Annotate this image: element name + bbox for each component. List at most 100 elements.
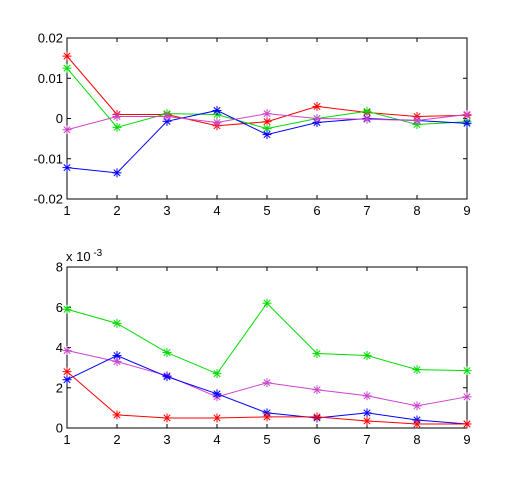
data-point-stroke [463, 367, 471, 375]
data-point-stroke [113, 351, 121, 360]
data-point-stroke [413, 420, 421, 428]
data-point-stroke [313, 386, 321, 394]
data-point [212, 389, 222, 399]
data-point [362, 416, 372, 426]
data-point-stroke [463, 420, 471, 428]
data-point [162, 348, 172, 358]
x-tick-label: 8 [413, 432, 420, 447]
data-point-stroke [113, 411, 121, 419]
data-point-stroke [463, 119, 471, 127]
data-point-stroke [363, 409, 371, 417]
y-tick-label: 0 [56, 421, 63, 436]
data-point-stroke [163, 348, 171, 357]
y-tick-label: 4 [56, 340, 63, 355]
data-point [462, 118, 472, 128]
data-point-stroke [63, 64, 71, 72]
data-point [262, 109, 272, 119]
data-point [162, 111, 172, 121]
data-point [462, 366, 472, 376]
data-point [362, 391, 372, 401]
x-tick-label: 3 [163, 432, 170, 447]
data-point [412, 365, 422, 375]
data-point [112, 351, 122, 361]
data-point [312, 385, 322, 395]
y-tick-label: 8 [56, 260, 63, 275]
data-point [462, 109, 472, 119]
data-point-stroke [363, 115, 371, 123]
data-point [312, 349, 322, 359]
data-point-stroke [363, 107, 371, 115]
data-point-stroke [263, 299, 271, 307]
x-tick-label: 8 [413, 203, 420, 218]
data-point-stroke [263, 131, 271, 139]
data-point [212, 413, 222, 423]
data-point [312, 101, 322, 111]
data-point [112, 410, 122, 420]
x-tick-label: 2 [113, 203, 120, 218]
data-point [312, 412, 322, 422]
x-tick-label: 2 [113, 432, 120, 447]
data-point [412, 401, 422, 411]
y-tick-label: 0.01 [38, 71, 63, 86]
data-point [262, 298, 272, 308]
data-point-stroke [413, 402, 421, 410]
data-point [62, 304, 72, 314]
y-axis-multiplier: x 10 -3 [66, 248, 103, 264]
data-point-stroke [63, 305, 71, 313]
data-point-stroke [463, 110, 471, 119]
data-point [212, 118, 222, 128]
y-tick-label: 0 [56, 111, 63, 126]
top-plot: 1 2 3 4 5 6 7 8 9 -0.02 -0.01 0 0.01 0.02 [33, 31, 472, 218]
x-tick-label: 7 [363, 432, 370, 447]
data-point [262, 412, 272, 422]
data-point-stroke [113, 123, 121, 131]
data-point-stroke [213, 390, 221, 398]
data-point-stroke [213, 106, 221, 115]
data-point-stroke [413, 116, 421, 125]
data-point-stroke [113, 169, 121, 177]
data-point-stroke [363, 351, 371, 360]
data-point [62, 63, 72, 73]
data-point-stroke [263, 125, 271, 133]
data-point [62, 125, 72, 135]
data-point [62, 346, 72, 356]
data-point [462, 392, 472, 402]
data-point-stroke [263, 379, 271, 387]
data-point-stroke [463, 393, 471, 401]
data-point [62, 375, 72, 385]
data-point [112, 168, 122, 178]
data-point-stroke [63, 376, 71, 384]
data-point-stroke [163, 112, 171, 121]
data-point [162, 413, 172, 423]
data-point-stroke [313, 349, 321, 358]
data-point-stroke [63, 368, 71, 376]
x-tick-label: 4 [213, 203, 220, 218]
y-tick-label: 0.02 [38, 31, 63, 46]
data-point [62, 163, 72, 173]
axes-frame [66, 266, 468, 429]
x-tick-label: 9 [463, 432, 470, 447]
data-point [112, 318, 122, 328]
data-point [362, 114, 372, 124]
x-tick-label: 1 [63, 203, 70, 218]
y-tick-label: 2 [56, 380, 63, 395]
x-tick-label: 4 [213, 432, 220, 447]
data-point [312, 114, 322, 123]
data-point-stroke [113, 112, 121, 121]
data-point-stroke [313, 114, 321, 123]
y-tick-label: -0.02 [33, 192, 63, 207]
data-point-stroke [63, 164, 71, 172]
x-tick-label: 1 [63, 432, 70, 447]
data-point [412, 419, 422, 429]
data-point-stroke [213, 370, 221, 378]
x-tick-label: 3 [163, 203, 170, 218]
data-point [412, 116, 422, 126]
data-point-stroke [313, 102, 321, 110]
data-point [162, 372, 172, 382]
data-point-stroke [213, 118, 221, 127]
data-point-stroke [63, 52, 71, 60]
x-tick-label: 6 [313, 203, 320, 218]
x-tick-label: 5 [263, 432, 270, 447]
data-point [112, 122, 122, 132]
